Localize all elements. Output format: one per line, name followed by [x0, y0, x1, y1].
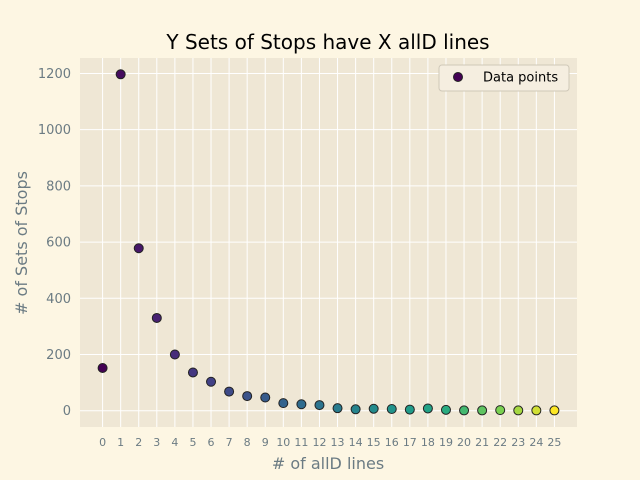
x-tick-label: 6: [208, 436, 215, 449]
data-point: [151, 312, 162, 323]
y-tick-label: 800: [46, 179, 71, 194]
x-tick-label: 23: [511, 436, 525, 449]
data-point: [260, 392, 271, 403]
legend: Data points: [438, 64, 570, 92]
data-point: [531, 405, 542, 416]
x-tick-label: 9: [262, 436, 269, 449]
data-point: [314, 400, 325, 411]
y-tick-label: 1200: [38, 67, 71, 82]
data-point: [169, 349, 180, 360]
x-tick-label: 11: [294, 436, 308, 449]
data-point: [133, 243, 144, 254]
x-tick-label: 10: [276, 436, 290, 449]
y-tick-label: 0: [63, 404, 71, 419]
data-point: [459, 405, 470, 416]
x-tick-label: 14: [349, 436, 363, 449]
data-point: [97, 362, 108, 373]
data-point: [440, 404, 451, 415]
x-tick-label: 20: [457, 436, 471, 449]
data-point: [513, 405, 524, 416]
chart-title: Y Sets of Stops have X allD lines: [165, 30, 489, 54]
data-point: [549, 405, 560, 416]
x-tick-label: 18: [421, 436, 435, 449]
data-point: [422, 403, 433, 414]
data-point: [350, 404, 361, 415]
data-point: [332, 403, 343, 414]
data-point: [495, 405, 506, 416]
x-tick-label: 22: [493, 436, 507, 449]
data-point: [477, 405, 488, 416]
x-axis-label: # of allD lines: [272, 454, 384, 473]
data-point: [206, 376, 217, 387]
legend-label: Data points: [483, 71, 558, 86]
y-tick-label: 600: [46, 236, 71, 251]
x-tick-label: 24: [529, 436, 543, 449]
x-tick-label: 7: [226, 436, 233, 449]
x-tick-label: 5: [189, 436, 196, 449]
x-tick-label: 13: [331, 436, 345, 449]
y-axis: 0 200 400 600 800 1000 1200: [38, 67, 71, 419]
data-point: [187, 367, 198, 378]
x-tick-label: 19: [439, 436, 453, 449]
data-point: [296, 399, 307, 410]
data-point: [278, 398, 289, 409]
x-tick-label: 3: [153, 436, 160, 449]
data-point: [386, 404, 397, 415]
x-tick-label: 0: [99, 436, 106, 449]
x-tick-label: 8: [244, 436, 251, 449]
x-tick-label: 21: [475, 436, 489, 449]
x-tick-label: 16: [385, 436, 399, 449]
y-tick-label: 400: [46, 292, 71, 307]
legend-marker: [453, 72, 463, 82]
y-tick-label: 200: [46, 348, 71, 363]
x-tick-label: 1: [117, 436, 124, 449]
x-tick-label: 25: [547, 436, 561, 449]
y-tick-label: 1000: [38, 123, 71, 138]
x-tick-label: 2: [135, 436, 142, 449]
y-axis-label: # of Sets of Stops: [12, 171, 31, 315]
data-point: [404, 404, 415, 415]
x-axis: 0 1 2 3 4 5 6 7 8 9 10 11 12 13 14 15 16 17 18 19 20 21 22 23 24…: [99, 436, 561, 449]
grid: [80, 58, 577, 427]
data-point: [115, 69, 126, 80]
legend-box: [438, 64, 570, 92]
data-point: [368, 403, 379, 414]
data-points: [97, 69, 560, 416]
x-tick-label: 17: [403, 436, 417, 449]
x-tick-label: 4: [171, 436, 178, 449]
data-point: [224, 386, 235, 397]
x-tick-label: 15: [367, 436, 381, 449]
x-tick-label: 12: [312, 436, 326, 449]
data-point: [242, 391, 253, 402]
